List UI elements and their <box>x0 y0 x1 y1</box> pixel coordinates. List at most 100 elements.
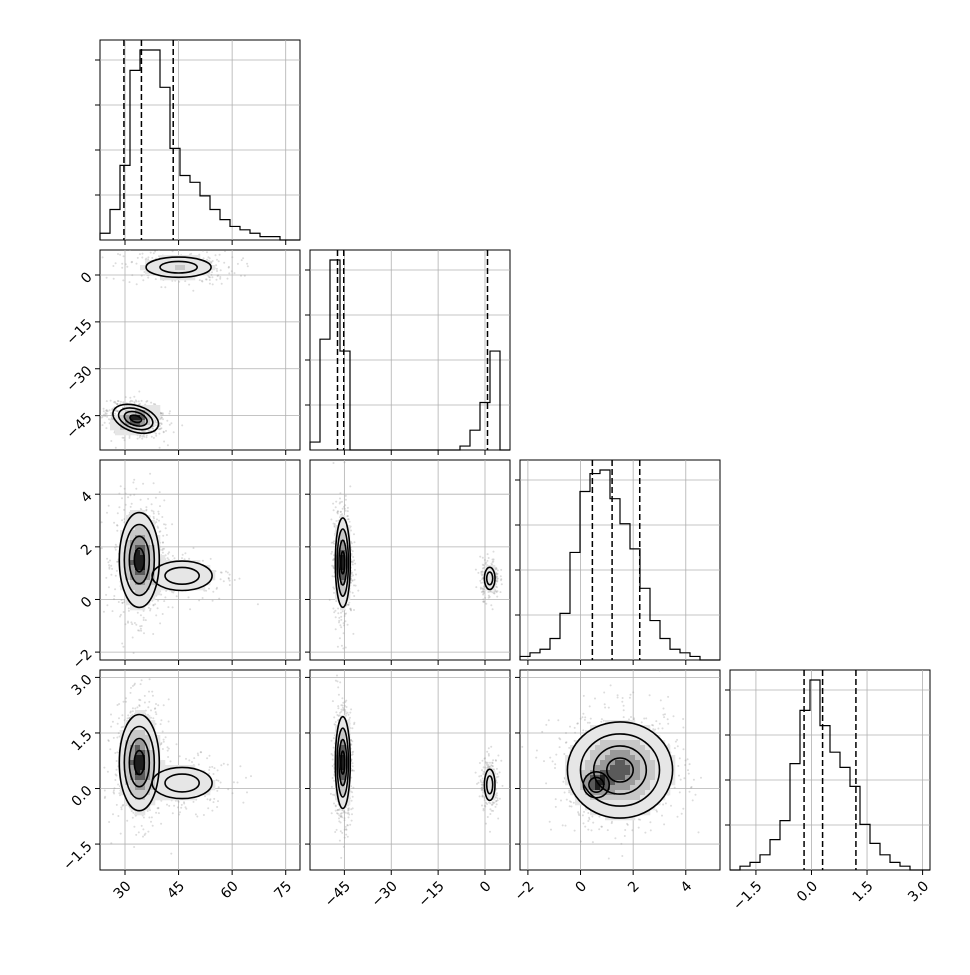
scatter-point <box>131 810 133 812</box>
scatter-point <box>147 277 149 279</box>
density-cell <box>175 775 180 780</box>
scatter-point <box>201 281 203 283</box>
density-cell <box>135 790 140 795</box>
density-cell <box>135 600 140 605</box>
scatter-point <box>228 267 230 269</box>
scatter-point <box>339 637 341 639</box>
scatter-point <box>196 816 198 818</box>
scatter-point <box>225 571 227 573</box>
scatter-point <box>217 769 219 771</box>
scatter-point <box>482 582 484 584</box>
scatter-point <box>135 834 137 836</box>
scatter-point <box>121 714 123 716</box>
scatter-point <box>138 831 140 833</box>
scatter-point <box>203 814 205 816</box>
scatter-point <box>132 710 134 712</box>
scatter-point <box>172 250 174 252</box>
density-cell <box>135 730 140 735</box>
scatter-point <box>146 436 148 438</box>
scatter-point <box>129 437 131 439</box>
scatter-point <box>142 836 144 838</box>
scatter-point <box>152 695 154 697</box>
scatter-point <box>220 578 222 580</box>
scatter-point <box>341 513 343 515</box>
scatter-point <box>115 262 117 264</box>
scatter-point <box>484 563 486 565</box>
scatter-point <box>169 410 171 412</box>
scatter-point <box>110 574 112 576</box>
scatter-point <box>163 441 165 443</box>
scatter-point <box>160 594 162 596</box>
scatter-point <box>204 795 206 797</box>
scatter-point <box>130 506 132 508</box>
scatter-point <box>344 817 346 819</box>
scatter-point <box>172 606 174 608</box>
scatter-point <box>116 403 118 405</box>
scatter-point <box>353 584 355 586</box>
scatter-point <box>347 624 349 626</box>
scatter-point <box>108 564 110 566</box>
scatter-point <box>122 401 124 403</box>
scatter-point <box>104 422 106 424</box>
scatter-point <box>151 257 153 259</box>
scatter-point <box>197 753 199 755</box>
scatter-point <box>239 578 241 580</box>
scatter-point <box>96 428 98 430</box>
scatter-point <box>221 283 223 285</box>
scatter-point <box>481 571 483 573</box>
scatter-point <box>179 755 181 757</box>
scatter-point <box>188 759 190 761</box>
density-cell <box>130 520 135 525</box>
scatter-point <box>128 610 130 612</box>
scatter-point <box>352 796 354 798</box>
scatter-point <box>107 771 109 773</box>
scatter-point <box>197 754 199 756</box>
scatter-point <box>122 646 124 648</box>
scatter-point <box>482 557 484 559</box>
scatter-point <box>332 794 334 796</box>
scatter-point <box>112 265 114 267</box>
scatter-point <box>212 600 214 602</box>
scatter-point <box>353 595 355 597</box>
scatter-point <box>330 553 332 555</box>
scatter-point <box>163 431 165 433</box>
density-cell <box>170 780 175 785</box>
scatter-point <box>109 748 111 750</box>
density-cell <box>185 570 190 575</box>
scatter-point <box>233 781 235 783</box>
scatter-point <box>140 628 142 630</box>
scatter-point <box>215 264 217 266</box>
scatter-point <box>155 713 157 715</box>
scatter-point <box>168 551 170 553</box>
scatter-point <box>211 766 213 768</box>
scatter-point <box>198 599 200 601</box>
scatter-point <box>155 433 157 435</box>
scatter-point <box>216 279 218 281</box>
scatter-point <box>146 509 148 511</box>
scatter-point <box>349 485 351 487</box>
scatter-point <box>123 509 125 511</box>
scatter-point <box>479 556 481 558</box>
scatter-point <box>135 624 137 626</box>
scatter-point <box>116 804 118 806</box>
density-cell <box>130 720 135 725</box>
density-cell <box>145 520 150 525</box>
scatter-point <box>126 266 128 268</box>
scatter-point <box>344 620 346 622</box>
histogram-panel-2 <box>515 460 720 665</box>
scatter-point <box>193 801 195 803</box>
scatter-point <box>216 790 218 792</box>
scatter-point <box>113 791 115 793</box>
density-cell <box>110 420 115 425</box>
histogram-panel-1 <box>305 250 510 455</box>
scatter-point <box>103 410 105 412</box>
scatter-point <box>342 648 344 650</box>
scatter-point <box>496 591 498 593</box>
scatter-point <box>121 643 123 645</box>
scatter-point <box>132 817 134 819</box>
scatter-point <box>183 803 185 805</box>
density-cell <box>190 780 195 785</box>
density-cell <box>135 585 140 590</box>
scatter-point <box>483 586 485 588</box>
scatter-point <box>155 521 157 523</box>
